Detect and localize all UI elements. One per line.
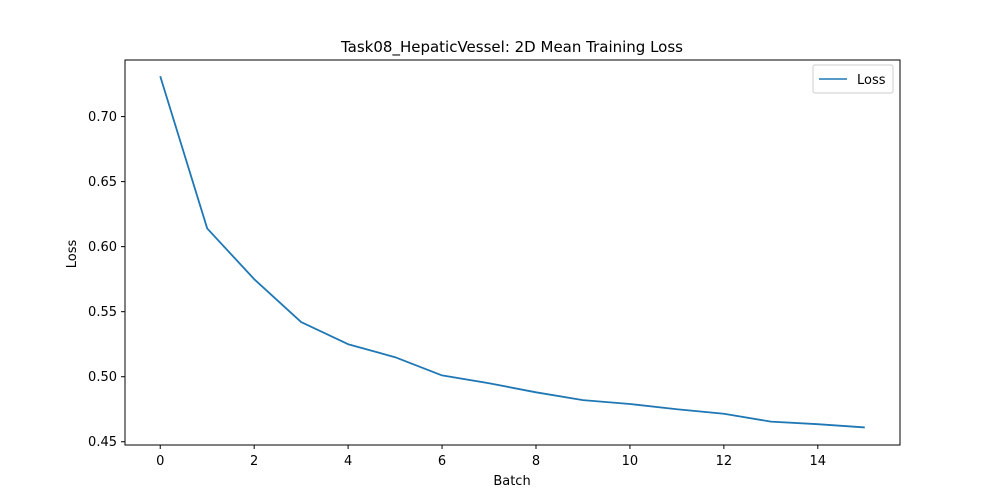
legend: Loss xyxy=(812,64,894,94)
y-tick-label: 0.50 xyxy=(88,370,117,385)
legend-label-loss: Loss xyxy=(857,73,886,88)
axes-layer: 0 2 4 6 8 10 12 14 0.45 0.50 0.55 0.60 0.65 0.70 xyxy=(88,59,901,469)
x-tick-label: 6 xyxy=(438,454,446,469)
y-tick-label: 0.60 xyxy=(88,240,117,255)
y-tick-label: 0.65 xyxy=(88,175,117,190)
x-tick-label: 4 xyxy=(344,454,352,469)
x-tick-label: 0 xyxy=(156,454,164,469)
y-tick-label: 0.55 xyxy=(88,305,117,320)
legend-frame xyxy=(812,64,894,94)
y-axis-label: Loss xyxy=(65,240,80,269)
series-line-loss xyxy=(159,75,865,429)
x-axis-label: Batch xyxy=(493,474,530,489)
x-tick-label: 2 xyxy=(250,454,258,469)
x-tick-label: 14 xyxy=(810,454,827,469)
chart-title: Task08_HepaticVessel: 2D Mean Training L… xyxy=(340,38,683,57)
series-layer xyxy=(159,75,865,429)
y-tick-label: 0.70 xyxy=(88,110,117,125)
x-tick-label: 12 xyxy=(716,454,733,469)
plot-frame xyxy=(124,59,901,446)
x-tick-label: 10 xyxy=(622,454,639,469)
x-tick-label: 8 xyxy=(532,454,540,469)
y-tick-label: 0.45 xyxy=(88,435,117,450)
